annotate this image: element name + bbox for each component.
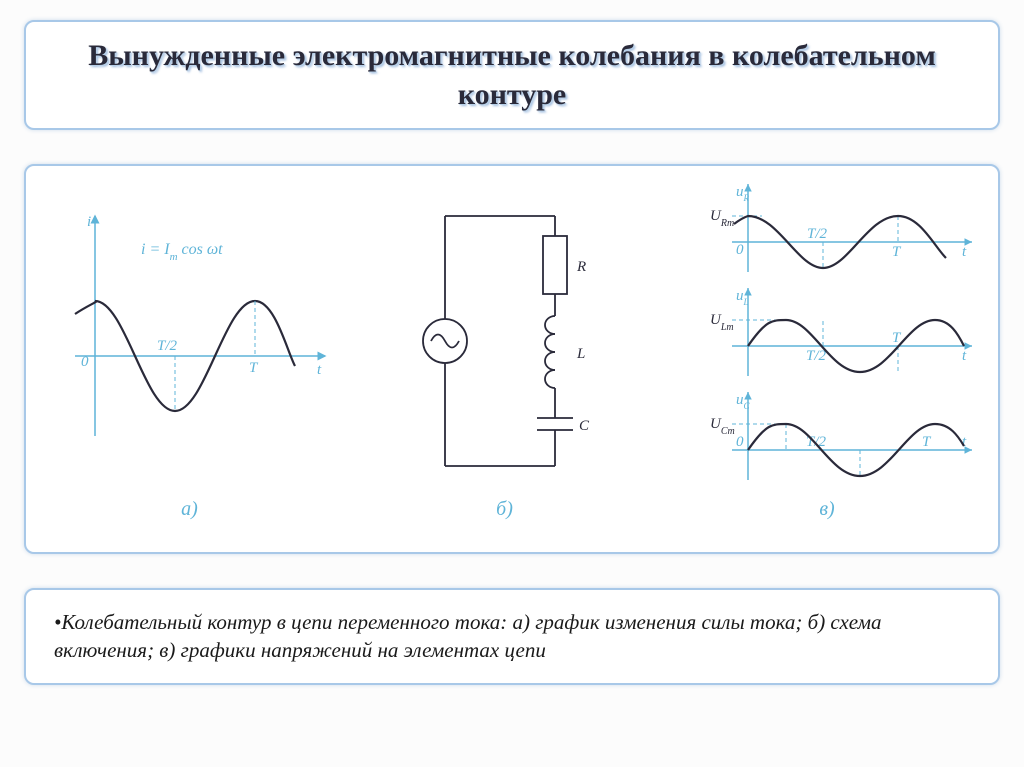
plot-uR: uR t 0 URm T/2 T: [710, 184, 972, 272]
svg-text:T/2: T/2: [806, 348, 827, 364]
resistor: [543, 236, 567, 294]
caption-panel: •Колебательный контур в цепи переменного…: [24, 588, 1000, 685]
ULm-label: ULm: [710, 312, 734, 333]
x-axis-label: t: [317, 362, 322, 378]
capacitor-label: C: [579, 418, 590, 434]
resistor-label: R: [576, 259, 586, 275]
svg-text:T: T: [922, 434, 932, 450]
xtick-T: T: [249, 360, 259, 376]
voltage-graphs: uR t 0 URm T/2 T uL t ULm: [662, 176, 992, 496]
subcaption-b: б): [496, 498, 513, 521]
plot-uC: uC t 0 UCm T/2 T: [710, 392, 972, 480]
page-title: Вынужденные электромагнитные колебания в…: [46, 36, 978, 114]
figure-caption: •Колебательный контур в цепи переменного…: [54, 608, 970, 665]
inductor: [545, 316, 555, 388]
svg-text:0: 0: [736, 242, 744, 258]
svg-text:t: t: [962, 244, 967, 260]
y-axis-label: i: [87, 214, 91, 230]
figure-panel: 0 i t i = Im cos ωt T/2 T а): [24, 164, 1000, 554]
equation: i = Im cos ωt: [141, 241, 223, 263]
circuit-diagram: R L C: [355, 176, 655, 496]
inductor-label: L: [576, 346, 585, 362]
svg-text:t: t: [962, 348, 967, 364]
subfigure-b: R L C б): [347, 176, 662, 550]
current-graph: 0 i t i = Im cos ωt T/2 T: [35, 176, 345, 496]
plot-uL: uL t ULm T/2 T: [710, 288, 972, 376]
svg-text:T: T: [892, 244, 902, 260]
origin-label: 0: [81, 354, 89, 370]
subfigure-c: uR t 0 URm T/2 T uL t ULm: [662, 176, 992, 550]
subcaption-a: а): [181, 498, 198, 521]
xtick-T2: T/2: [157, 338, 178, 354]
svg-text:0: 0: [736, 434, 744, 450]
title-panel: Вынужденные электромагнитные колебания в…: [24, 20, 1000, 130]
svg-text:T/2: T/2: [807, 226, 828, 242]
UCm-label: UCm: [710, 416, 735, 437]
URm-label: URm: [710, 208, 734, 229]
svg-text:uL: uL: [736, 288, 749, 307]
subcaption-c: в): [819, 498, 834, 521]
subfigure-a: 0 i t i = Im cos ωt T/2 T а): [32, 176, 347, 550]
